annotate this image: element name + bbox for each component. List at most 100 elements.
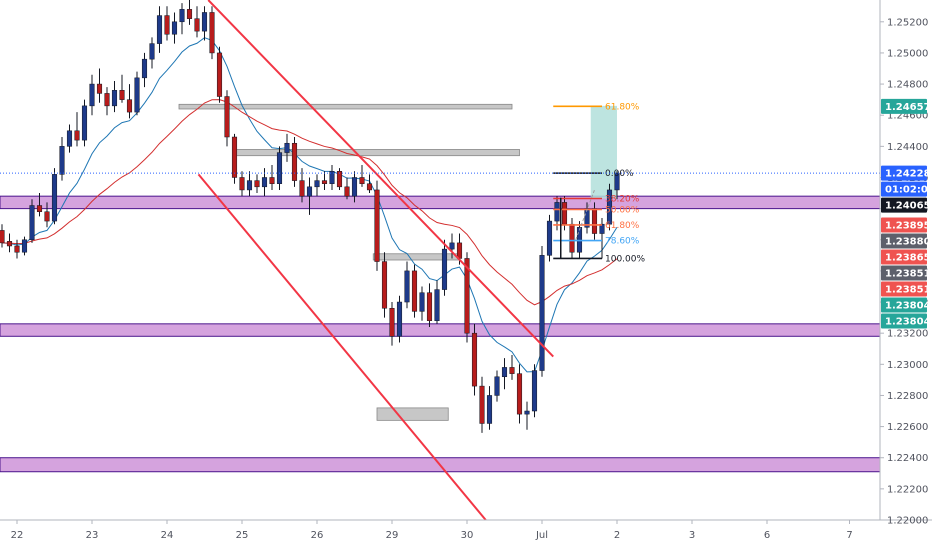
channel-line-1[interactable] — [197, 173, 487, 521]
price-tag-bg — [881, 297, 927, 313]
gray-zone-3[interactable] — [376, 407, 449, 421]
price-tag-label: 1.24228 — [885, 169, 931, 180]
price-tag-label: 01:02:03 — [885, 185, 932, 196]
candle — [606, 183, 613, 231]
time-tick-label: 24 — [161, 530, 174, 541]
candle-body — [224, 96, 230, 138]
candle-body — [366, 183, 373, 191]
candle-body — [606, 189, 613, 225]
fib-level-0[interactable]: 61.80% — [553, 102, 640, 112]
candle-body — [554, 202, 560, 222]
candle-body — [486, 395, 493, 424]
candle-body — [456, 242, 463, 259]
price-tag: 1.23804 — [881, 313, 931, 329]
candle — [381, 252, 388, 318]
candle-body — [426, 292, 433, 321]
candle — [0, 224, 5, 248]
candle-body — [149, 43, 155, 60]
fib-label: 61.80% — [605, 221, 640, 231]
candle-body — [6, 241, 13, 247]
price-tag: 1.24228 — [881, 165, 931, 181]
channel-line-0[interactable] — [207, 0, 554, 358]
candle — [134, 71, 140, 116]
price-tick-label: 1.24600 — [887, 111, 928, 122]
candle — [426, 283, 433, 327]
candle-body — [156, 15, 163, 44]
support-zone-0[interactable] — [0, 195, 881, 210]
price-tags: 1.24657 1.24228 01:02:03 1.24065 1.23895 1.23… — [881, 98, 932, 329]
price-tag: 1.23895 — [881, 217, 931, 233]
candle — [224, 90, 230, 147]
candle — [389, 302, 395, 346]
price-tick-label: 1.22200 — [887, 484, 928, 495]
candle — [194, 6, 200, 38]
candle-body — [246, 180, 253, 191]
price-tick-label: 1.22600 — [887, 422, 928, 433]
candle — [14, 239, 20, 259]
candle-body — [186, 9, 193, 19]
price-tick-label: 1.24800 — [887, 80, 928, 91]
candle — [486, 386, 493, 430]
candle — [81, 99, 88, 147]
price-tag-bg — [881, 265, 927, 281]
candle — [351, 171, 358, 203]
time-axis[interactable]: 22 23 24 25 26 29 30 Jul 2 3 6 7 — [11, 520, 853, 541]
candle-body — [291, 142, 298, 181]
price-tag-label: 1.23880 — [885, 236, 931, 247]
candle-body — [479, 385, 485, 424]
candle-body — [396, 301, 403, 337]
candle-body — [404, 270, 410, 303]
target-box[interactable] — [590, 105, 617, 199]
candle-body — [201, 12, 208, 32]
price-tag-label: 1.24657 — [885, 102, 931, 113]
candle — [516, 364, 523, 424]
price-tag: 1.24657 — [881, 98, 931, 114]
candle-body — [411, 270, 418, 312]
candle-body — [524, 410, 530, 415]
price-tag-bg — [881, 217, 927, 233]
candle-body — [569, 223, 575, 253]
candle-body — [261, 177, 268, 188]
candle — [104, 87, 110, 116]
fib-label: 50.00% — [605, 205, 640, 215]
countdown-tag: 01:02:03 — [881, 181, 932, 197]
candle — [254, 174, 260, 194]
fib-label: 100.00% — [605, 254, 645, 264]
candle — [126, 84, 133, 119]
candle — [419, 286, 425, 321]
candle — [201, 6, 208, 41]
candle — [284, 133, 290, 162]
candle-body — [0, 230, 5, 244]
time-tick-label: 30 — [461, 530, 474, 541]
candle-body — [449, 242, 455, 250]
candle-body — [321, 180, 328, 184]
price-tag: 1.23851 — [881, 281, 931, 297]
price-tag: 1.23865 — [881, 249, 931, 265]
price-tag-bg — [881, 313, 927, 329]
candle — [614, 171, 620, 200]
candle — [246, 171, 253, 197]
candle-body — [254, 180, 260, 188]
candle-body — [36, 205, 43, 212]
candle-body — [134, 77, 140, 113]
price-tag-label: 1.23865 — [885, 252, 931, 263]
candle — [314, 174, 320, 197]
moving-averages-layer — [1, 37, 618, 373]
candle — [156, 6, 163, 53]
gray-zone-0[interactable] — [178, 103, 513, 110]
candle — [29, 199, 35, 243]
candle — [179, 3, 185, 35]
candle-body — [164, 15, 170, 35]
candle — [89, 74, 95, 116]
support-zone-1[interactable] — [0, 323, 881, 337]
candle — [216, 46, 223, 103]
candle — [164, 6, 170, 41]
candle — [494, 370, 500, 402]
candle-body — [299, 180, 305, 197]
candle — [186, 0, 193, 25]
candle-body — [194, 18, 200, 32]
candle — [171, 12, 178, 44]
candle-body — [209, 12, 215, 54]
candle-body — [74, 130, 80, 141]
